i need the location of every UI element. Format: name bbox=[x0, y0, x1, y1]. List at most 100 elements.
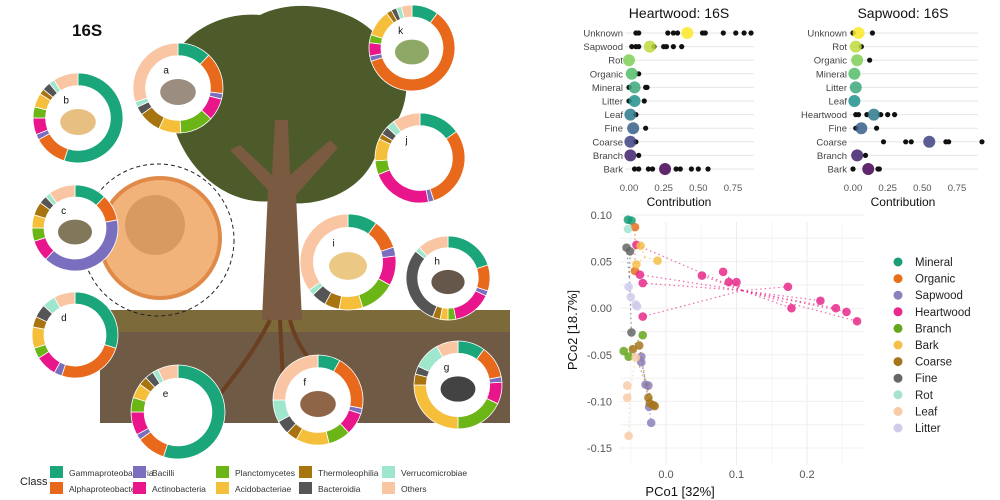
tree-canopy bbox=[165, 5, 407, 204]
x-axis-label: PCo1 [32%] bbox=[645, 484, 714, 499]
mineral soil-picture bbox=[440, 376, 476, 402]
sample-point bbox=[645, 166, 652, 172]
mean-point bbox=[681, 27, 694, 39]
data-point-litter bbox=[626, 292, 636, 302]
y-tick-label: -0.10 bbox=[587, 396, 612, 408]
sample-point bbox=[903, 139, 909, 145]
legend-key bbox=[893, 373, 903, 383]
legend-swatch bbox=[133, 466, 146, 478]
legend-label: Organic bbox=[915, 274, 956, 286]
mean-point bbox=[643, 40, 656, 53]
data-point-heartwood bbox=[816, 296, 825, 306]
sample-point bbox=[636, 30, 642, 36]
category-label: Mineral bbox=[592, 83, 623, 94]
donut-label: h bbox=[434, 256, 440, 267]
sample-point bbox=[636, 152, 642, 158]
category-label: Leaf bbox=[605, 110, 624, 121]
heartwood-picture bbox=[328, 252, 368, 280]
donut-f: f bbox=[272, 354, 364, 446]
mean-point bbox=[851, 54, 864, 67]
data-point-bark bbox=[632, 260, 641, 269]
legend-key bbox=[893, 390, 903, 400]
coarse root-picture bbox=[57, 219, 93, 245]
legend-swatch bbox=[133, 482, 146, 494]
sample-point bbox=[643, 125, 649, 131]
data-point-leaf bbox=[622, 393, 632, 402]
data-point-leaf bbox=[622, 381, 632, 390]
legend-swatch bbox=[299, 482, 312, 494]
x-axis-label: Contribution bbox=[647, 195, 712, 209]
figure-label: 16S bbox=[72, 21, 102, 40]
x-tick-label: 0.50 bbox=[689, 183, 708, 194]
sample-point bbox=[629, 44, 635, 50]
x-tick-label: 0.00 bbox=[844, 183, 863, 194]
x-tick-label: 0.2 bbox=[799, 469, 814, 481]
spider-line bbox=[742, 289, 792, 309]
category-label: Coarse bbox=[592, 137, 623, 148]
category-label: Organic bbox=[814, 56, 848, 67]
spider-line bbox=[642, 282, 743, 292]
x-tick-label: 0.50 bbox=[913, 183, 932, 194]
legend-label: Heartwood bbox=[915, 307, 971, 319]
mean-point bbox=[628, 95, 641, 107]
data-point-heartwood bbox=[732, 277, 741, 287]
leaf-picture bbox=[431, 269, 465, 295]
data-point-heartwood bbox=[638, 312, 648, 321]
data-point-heartwood bbox=[831, 303, 841, 313]
mean-point bbox=[849, 40, 862, 53]
x-tick-label: 0.00 bbox=[620, 183, 639, 194]
data-point-heartwood bbox=[635, 270, 645, 279]
x-tick-label: 0.75 bbox=[724, 183, 743, 194]
legend-label: Mineral bbox=[915, 257, 953, 269]
spider-line bbox=[642, 289, 743, 318]
legend-label: Leaf bbox=[915, 406, 938, 418]
sample-point bbox=[665, 30, 671, 36]
legend-swatch bbox=[50, 466, 63, 478]
sample-point bbox=[979, 139, 985, 145]
legend-swatch bbox=[216, 482, 229, 494]
data-point-coarse bbox=[628, 344, 638, 354]
data-point-heartwood bbox=[852, 316, 862, 326]
category-label: Leaf bbox=[829, 97, 848, 108]
legend-swatch bbox=[216, 466, 229, 478]
donut-h: h bbox=[405, 235, 491, 321]
donut-k: k bbox=[368, 4, 456, 92]
sample-point bbox=[631, 166, 638, 172]
data-point-branch bbox=[638, 330, 648, 340]
spider-line bbox=[629, 357, 637, 395]
category-label: Unknown bbox=[583, 29, 623, 40]
legend-label: Bacilli bbox=[152, 468, 174, 478]
x-tick-label: 0.75 bbox=[948, 183, 967, 194]
legend-label: Verrucomicrobiae bbox=[401, 468, 467, 478]
donut-label: g bbox=[444, 363, 450, 374]
donut-label: c bbox=[61, 206, 66, 217]
legend-key bbox=[893, 257, 903, 267]
legend-label: Litter bbox=[915, 423, 941, 435]
legend-swatch bbox=[382, 482, 395, 494]
donut-label: a bbox=[163, 65, 169, 76]
mean-point bbox=[623, 54, 635, 67]
sample-point bbox=[673, 166, 679, 172]
litter-picture bbox=[159, 402, 197, 430]
donut-label: d bbox=[61, 313, 67, 324]
donut-label: b bbox=[63, 95, 69, 106]
category-label: Heartwood bbox=[801, 110, 847, 121]
sample-point bbox=[867, 57, 873, 63]
sample-point bbox=[636, 44, 642, 50]
donut-d: d bbox=[31, 291, 119, 379]
data-point-branch bbox=[619, 346, 628, 356]
sample-point bbox=[679, 44, 685, 50]
sample-point bbox=[674, 30, 681, 36]
data-point-heartwood bbox=[718, 267, 728, 277]
legend-key bbox=[893, 357, 903, 367]
data-point-leaf bbox=[624, 431, 633, 441]
organic soil-picture bbox=[300, 391, 336, 417]
y-tick-label: 0.05 bbox=[591, 257, 612, 269]
data-point-mineral bbox=[627, 216, 636, 225]
category-label: Rot bbox=[832, 42, 847, 53]
data-point-rot bbox=[623, 224, 633, 234]
legend-label: Alphaproteobacteria bbox=[69, 484, 145, 494]
x-axis-label: Contribution bbox=[871, 195, 936, 209]
data-point-coarse bbox=[650, 401, 660, 411]
